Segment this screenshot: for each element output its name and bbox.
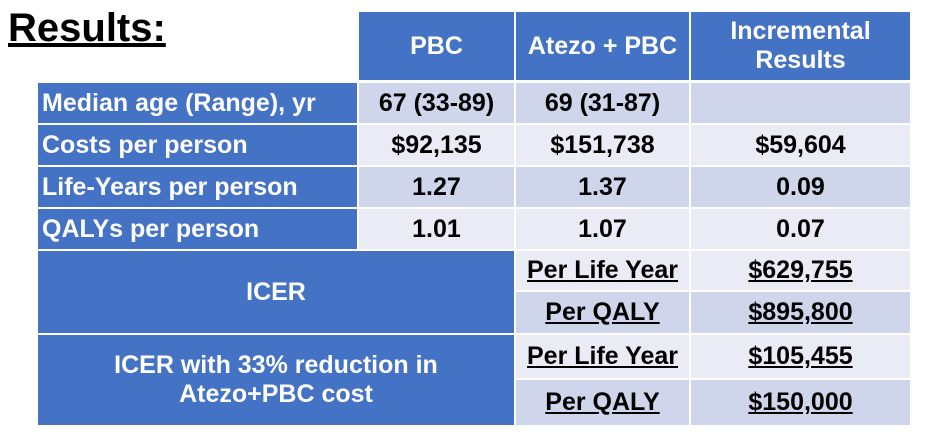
data-cell: 1.27 xyxy=(359,167,514,207)
data-cell: 69 (31-87) xyxy=(516,83,689,123)
title: Results: xyxy=(8,6,166,50)
header-cell: PBC xyxy=(359,12,514,80)
data-cell: $151,738 xyxy=(516,125,689,165)
data-cell: 0.07 xyxy=(691,209,910,249)
icer-value: $629,755 xyxy=(691,251,910,290)
icer-label: ICER xyxy=(38,251,514,333)
icer-measure: Per Life Year xyxy=(516,251,689,290)
row-label: Life-Years per person xyxy=(38,167,357,207)
icer-label: ICER with 33% reduction in Atezo+PBC cos… xyxy=(38,335,514,425)
data-cell: 67 (33-89) xyxy=(359,83,514,123)
data-cell: 1.07 xyxy=(516,209,689,249)
data-cell: 1.37 xyxy=(516,167,689,207)
data-cell: $59,604 xyxy=(691,125,910,165)
row-label: Costs per person xyxy=(38,125,357,165)
data-cell: 0.09 xyxy=(691,167,910,207)
icer-measure: Per QALY xyxy=(516,292,689,333)
icer-measure: Per QALY xyxy=(516,380,689,425)
data-cell: 1.01 xyxy=(359,209,514,249)
icer-value: $895,800 xyxy=(691,292,910,333)
header-cell: Incremental Results xyxy=(691,12,910,80)
icer-measure: Per Life Year xyxy=(516,335,689,378)
row-label: Median age (Range), yr xyxy=(38,83,357,123)
row-label: QALYs per person xyxy=(38,209,357,249)
empty-cell xyxy=(691,83,910,123)
icer-value: $105,455 xyxy=(691,335,910,378)
header-cell: Atezo + PBC xyxy=(516,12,689,80)
icer-value: $150,000 xyxy=(691,380,910,425)
data-cell: $92,135 xyxy=(359,125,514,165)
